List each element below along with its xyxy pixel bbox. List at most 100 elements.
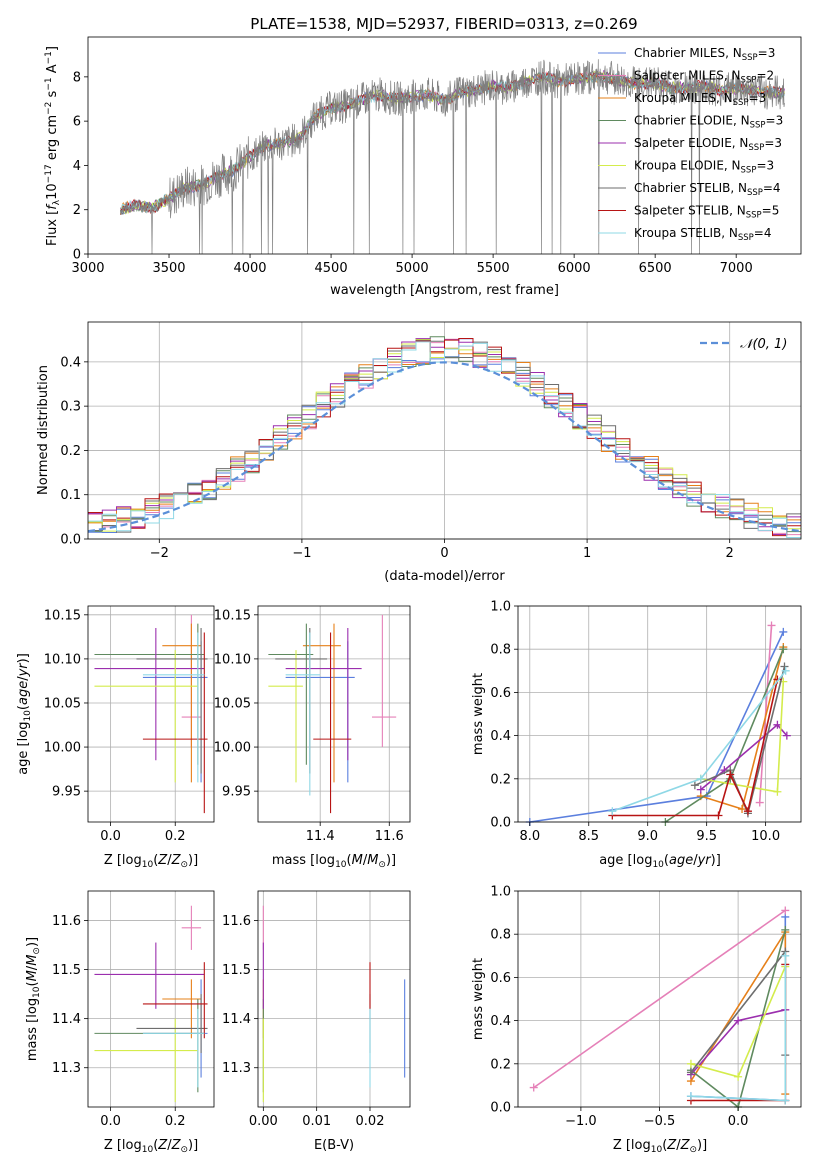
axes-frame — [87, 890, 215, 1108]
weight-marker — [773, 787, 782, 796]
x-tick-label: 8.0 — [519, 829, 540, 844]
normal-curve — [87, 361, 802, 533]
weight-marker — [779, 645, 788, 654]
y-tick-label: 0.4 — [490, 1014, 511, 1029]
y-tick-label: 0.0 — [490, 1101, 511, 1116]
age-vs-mass-panel: 11.4 11.6 9.95 10.00 10.05 10.10 10.15 — [214, 605, 411, 844]
x-tick-label: 10.0 — [751, 829, 780, 844]
y-axis-label: Flux [fλ10−17 erg cm−2 s−1 A−1] — [44, 46, 62, 246]
y-tick-label: 4 — [73, 159, 81, 174]
axes-frame — [257, 890, 411, 1108]
figure-title: PLATE=1538, MJD=52937, FIBERID=0313, z=0… — [250, 15, 637, 33]
x-tick-label: 3000 — [71, 261, 104, 276]
weight-marker — [773, 720, 782, 729]
x-tick-label: 8.5 — [578, 829, 599, 844]
histogram-step — [88, 338, 801, 537]
weight-marker — [781, 1096, 790, 1105]
x-axis-label: wavelength [Angstrom, rest frame] — [330, 283, 559, 298]
x-tick-label: 1 — [583, 546, 591, 561]
y-tick-label: 0.6 — [490, 971, 511, 986]
weight-marker — [529, 1083, 538, 1092]
x-tick-label: 0.00 — [249, 1114, 278, 1129]
weight-marker — [734, 1072, 743, 1081]
y-tick-label: 0.1 — [60, 488, 81, 503]
weight-marker — [714, 811, 723, 820]
y-tick-label: 10.00 — [214, 741, 251, 756]
x-tick-label: 0.0 — [100, 829, 121, 844]
y-tick-label: 11.6 — [52, 914, 81, 929]
y-axis-label: mass weight — [471, 673, 486, 755]
legend-entry: Chabrier MILES, NSSP=3 — [634, 46, 775, 63]
x-tick-label: 0.0 — [100, 1114, 121, 1129]
legend-entry: Salpeter STELIB, NSSP=5 — [634, 204, 779, 221]
y-tick-label: 11.4 — [222, 1012, 251, 1027]
y-tick-label: 11.6 — [222, 914, 251, 929]
x-tick-label: −1.0 — [565, 1114, 597, 1129]
x-tick-label: 0 — [440, 546, 448, 561]
x-tick-label: 0.01 — [302, 1114, 331, 1129]
legend-entry: Salpeter MILES, NSSP=2 — [634, 69, 774, 86]
spectrum-legend: Chabrier MILES, NSSP=3 Salpeter MILES, NS… — [598, 46, 783, 243]
x-tick-label: 2 — [726, 546, 734, 561]
weight-marker — [686, 1068, 695, 1077]
residual-histogram-panel: −2 −1 0 1 2 0.0 0.1 0.2 0.3 0.4 — [60, 321, 802, 561]
x-tick-label: 4500 — [315, 261, 348, 276]
y-tick-label: 6 — [73, 115, 81, 130]
weight-marker — [781, 951, 790, 960]
weight-marker — [686, 1059, 695, 1068]
y-tick-label: 9.95 — [222, 785, 251, 800]
x-axis-label: E(B-V) — [314, 1138, 354, 1153]
y-tick-label: 0.8 — [490, 643, 511, 658]
weight-marker — [743, 807, 752, 816]
weight-marker — [779, 627, 788, 636]
x-tick-label: 0.2 — [165, 1114, 186, 1129]
weight-marker — [781, 925, 790, 934]
weight-marker — [726, 770, 735, 779]
x-tick-label: 11.4 — [306, 829, 335, 844]
legend-entry: Chabrier STELIB, NSSP=4 — [634, 181, 781, 198]
y-tick-label: 10.10 — [214, 652, 251, 667]
y-tick-label: 0.4 — [490, 729, 511, 744]
mass-weight-vs-Z-panel: −1.0 −0.5 0.0 0.0 0.2 0.4 0.6 0.8 1.0 — [490, 885, 802, 1129]
x-tick-label: 5000 — [396, 261, 429, 276]
x-tick-label: 9.0 — [637, 829, 658, 844]
y-axis-label: age [log10(age/yr)] — [16, 653, 33, 775]
x-tick-label: 5500 — [477, 261, 510, 276]
y-tick-label: 11.3 — [222, 1061, 251, 1076]
x-tick-label: 6500 — [639, 261, 672, 276]
axes-frame — [517, 605, 802, 823]
axes-frame — [87, 605, 215, 823]
y-tick-label: 11.5 — [52, 963, 81, 978]
y-tick-label: 0.0 — [490, 816, 511, 831]
axes-frame — [257, 605, 411, 823]
x-tick-label: 0.02 — [356, 1114, 385, 1129]
weight-series-line — [700, 646, 785, 811]
weight-marker — [767, 621, 776, 630]
legend-entry: Salpeter ELODIE, NSSP=3 — [634, 136, 782, 153]
x-tick-label: 4000 — [233, 261, 266, 276]
x-axis-label: Z [log10(Z/Z⊙)] — [613, 1138, 707, 1155]
x-tick-label: 0.2 — [165, 829, 186, 844]
x-tick-label: 9.5 — [696, 829, 717, 844]
y-tick-label: 11.4 — [52, 1012, 81, 1027]
x-tick-label: 7000 — [720, 261, 753, 276]
y-tick-label: 0.3 — [60, 400, 81, 415]
spectrum-panel: 3000 3500 4000 4500 5000 5500 6000 6500 7000 0 2 4 6… — [71, 36, 802, 276]
weight-marker — [781, 666, 790, 675]
weight-marker — [781, 906, 790, 915]
legend-entry: Kroupa ELODIE, NSSP=3 — [634, 159, 774, 176]
weight-marker — [696, 774, 705, 783]
y-axis-label: Normed distribution — [36, 365, 51, 495]
y-tick-label: 10.15 — [44, 608, 81, 623]
y-tick-label: 10.00 — [44, 741, 81, 756]
x-tick-label: 11.6 — [375, 829, 404, 844]
x-tick-label: 3500 — [152, 261, 185, 276]
weight-marker — [608, 807, 617, 816]
y-tick-label: 11.5 — [222, 963, 251, 978]
y-tick-label: 0.0 — [60, 533, 81, 548]
y-tick-label: 8 — [73, 70, 81, 85]
y-tick-label: 2 — [73, 203, 81, 218]
legend-entry: Kroupa STELIB, NSSP=4 — [634, 226, 772, 243]
y-tick-label: 10.05 — [44, 696, 81, 711]
